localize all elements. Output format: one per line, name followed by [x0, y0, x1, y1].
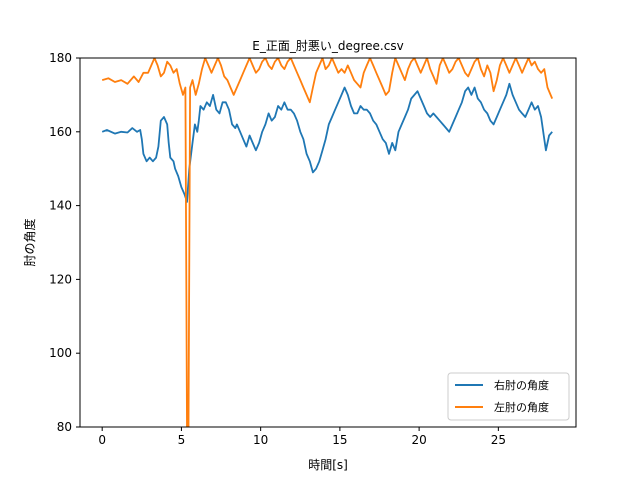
x-axis-ticks: 0 5 10 15 20 25 [98, 427, 506, 447]
series-line-right-elbow [101, 82, 553, 203]
x-tick-label: 5 [178, 433, 186, 447]
y-tick-label: 180 [49, 51, 72, 65]
legend-label-right-elbow: 右肘の角度 [494, 378, 549, 392]
x-axis-label: 時間[s] [308, 458, 348, 472]
legend: 右肘の角度 左肘の角度 [447, 372, 570, 421]
x-tick-label: 10 [253, 433, 268, 447]
y-tick-label: 120 [49, 272, 72, 286]
y-tick-label: 100 [49, 346, 72, 360]
legend-label-left-elbow: 左肘の角度 [494, 400, 549, 414]
chart-title: E_正面_肘悪い_degree.csv [252, 38, 403, 53]
y-tick-label: 80 [57, 420, 72, 434]
series-layer [101, 58, 554, 427]
x-tick-label: 15 [332, 433, 347, 447]
x-tick-label: 0 [98, 433, 106, 447]
y-axis-label: 肘の角度 [22, 218, 37, 266]
x-tick-label: 25 [491, 433, 506, 447]
series-line-left-elbow [101, 58, 554, 427]
plot-frame [79, 57, 577, 428]
y-axis-ticks: 80 100 120 140 160 180 [49, 51, 80, 434]
y-tick-label: 160 [49, 125, 72, 139]
y-tick-label: 140 [49, 199, 72, 213]
x-tick-label: 20 [411, 433, 426, 447]
